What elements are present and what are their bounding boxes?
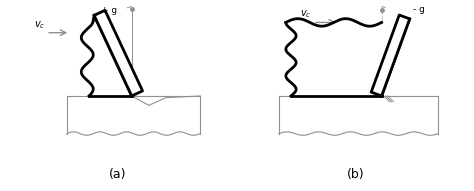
Polygon shape (371, 15, 410, 96)
Text: - g: - g (413, 5, 425, 14)
Polygon shape (81, 15, 132, 96)
Text: + g: + g (101, 6, 117, 15)
Polygon shape (94, 10, 143, 96)
Text: (b): (b) (347, 168, 365, 181)
Text: (a): (a) (109, 168, 127, 181)
Polygon shape (286, 19, 410, 96)
Text: $v_c$: $v_c$ (34, 19, 46, 31)
Text: $v_c$: $v_c$ (300, 8, 311, 20)
